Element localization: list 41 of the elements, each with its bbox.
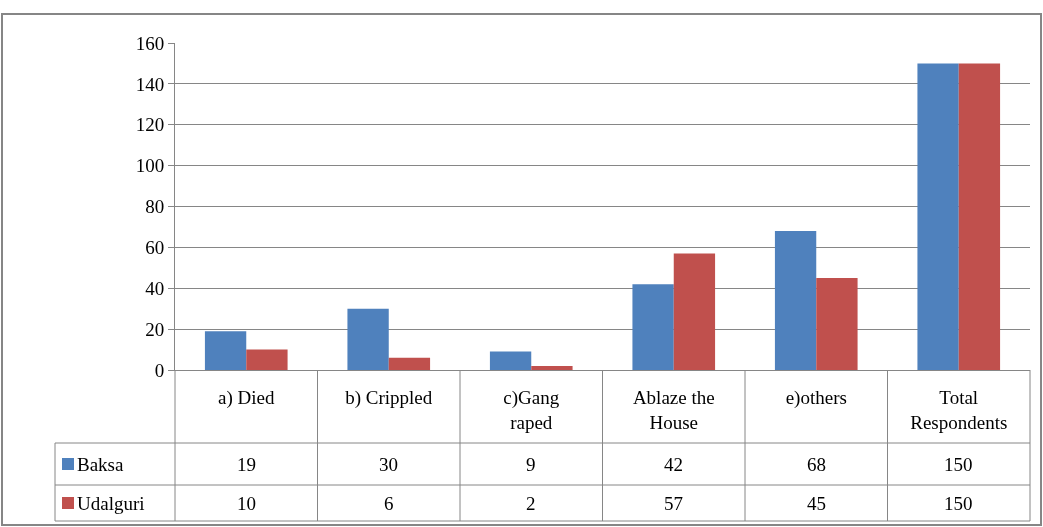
y-tick-label: 80 <box>145 196 165 218</box>
y-tick-label: 20 <box>145 318 165 340</box>
bar <box>347 308 389 370</box>
bar <box>774 231 817 370</box>
data-label: 10 <box>237 493 256 514</box>
y-tick-label: 160 <box>135 32 165 54</box>
data-label: 9 <box>526 454 536 475</box>
y-tick-label: 60 <box>145 237 165 259</box>
data-label: 68 <box>807 454 826 475</box>
data-label: 150 <box>944 454 973 475</box>
x-tick-label: Total Respondents <box>910 386 1008 433</box>
bar <box>388 357 431 370</box>
bar <box>246 349 288 370</box>
data-label: 2 <box>526 493 536 514</box>
y-tick-label: 140 <box>135 73 165 95</box>
data-label: 30 <box>379 454 398 475</box>
data-label: 57 <box>664 493 683 514</box>
x-tick-label: a) Died <box>218 386 275 409</box>
bar <box>204 331 247 370</box>
bar <box>958 63 1001 370</box>
data-label: 42 <box>664 454 683 475</box>
data-label: 45 <box>807 493 826 514</box>
legend-label: Udalguri <box>77 493 145 514</box>
y-tick-label: 100 <box>135 155 165 177</box>
x-tick-label: b) Crippled <box>345 386 433 409</box>
data-label: 150 <box>944 493 973 514</box>
bar <box>816 278 858 370</box>
bar <box>917 63 959 370</box>
legend-label: Baksa <box>77 454 124 475</box>
y-tick-label: 0 <box>154 359 165 381</box>
bar <box>673 253 716 370</box>
x-tick-label: c)Gang raped <box>503 386 560 433</box>
bar <box>531 365 573 370</box>
data-label: 6 <box>384 493 394 514</box>
y-tick-label: 120 <box>135 114 165 136</box>
data-label: 19 <box>237 454 256 475</box>
y-tick-label: 40 <box>145 277 165 299</box>
bar <box>632 284 674 370</box>
x-tick-label: Ablaze the House <box>632 386 715 433</box>
bar <box>489 351 532 370</box>
x-tick-label: e)others <box>785 386 847 409</box>
